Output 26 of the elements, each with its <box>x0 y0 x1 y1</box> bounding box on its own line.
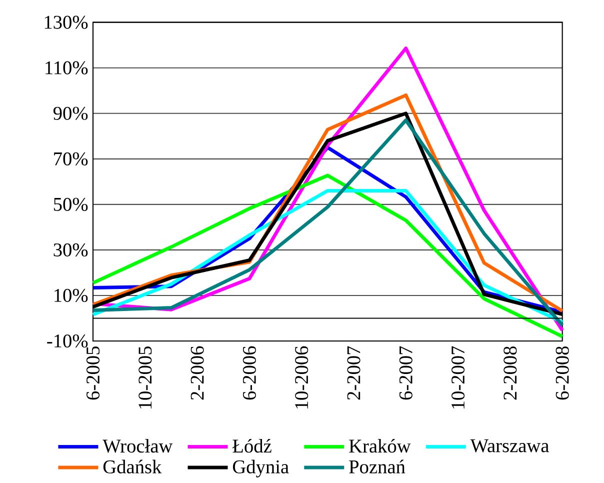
legend-label: Gdańsk <box>103 460 162 474</box>
legend-label: Wrocław <box>102 439 173 453</box>
x-tick-label: 10-2007 <box>452 346 465 408</box>
y-tick-label: 90% <box>53 106 88 120</box>
x-tick-label: 10-2006 <box>295 346 308 408</box>
x-tick-label: 2-2006 <box>190 346 204 400</box>
y-tick-label: 70% <box>54 152 88 166</box>
x-tick-label: 6-2007 <box>399 346 412 400</box>
x-tick-label: 2-2007 <box>347 346 360 400</box>
y-tick-label: 110% <box>46 61 88 74</box>
x-tick-label: 10-2005 <box>138 346 152 408</box>
legend-label: Gdynia <box>232 460 289 478</box>
line-series <box>91 174 564 338</box>
x-tick-label: 6-2008 <box>556 346 569 400</box>
x-tick-label: 6-2006 <box>242 346 256 400</box>
x-tick-label: 2-2008 <box>504 346 517 400</box>
y-tick-label: 30% <box>54 243 88 257</box>
legend-label: Łódź <box>232 439 272 453</box>
x-tick-label: 6-2005 <box>86 346 100 400</box>
legend-label: Kraków <box>349 439 411 453</box>
legend-label: Poznań <box>349 460 406 474</box>
legend-label: Warszawa <box>470 439 549 452</box>
y-tick-label: 10% <box>54 288 88 302</box>
y-tick-label: 130% <box>44 16 88 29</box>
y-tick-label: -10% <box>47 334 88 348</box>
y-tick-label: 50% <box>54 198 88 211</box>
